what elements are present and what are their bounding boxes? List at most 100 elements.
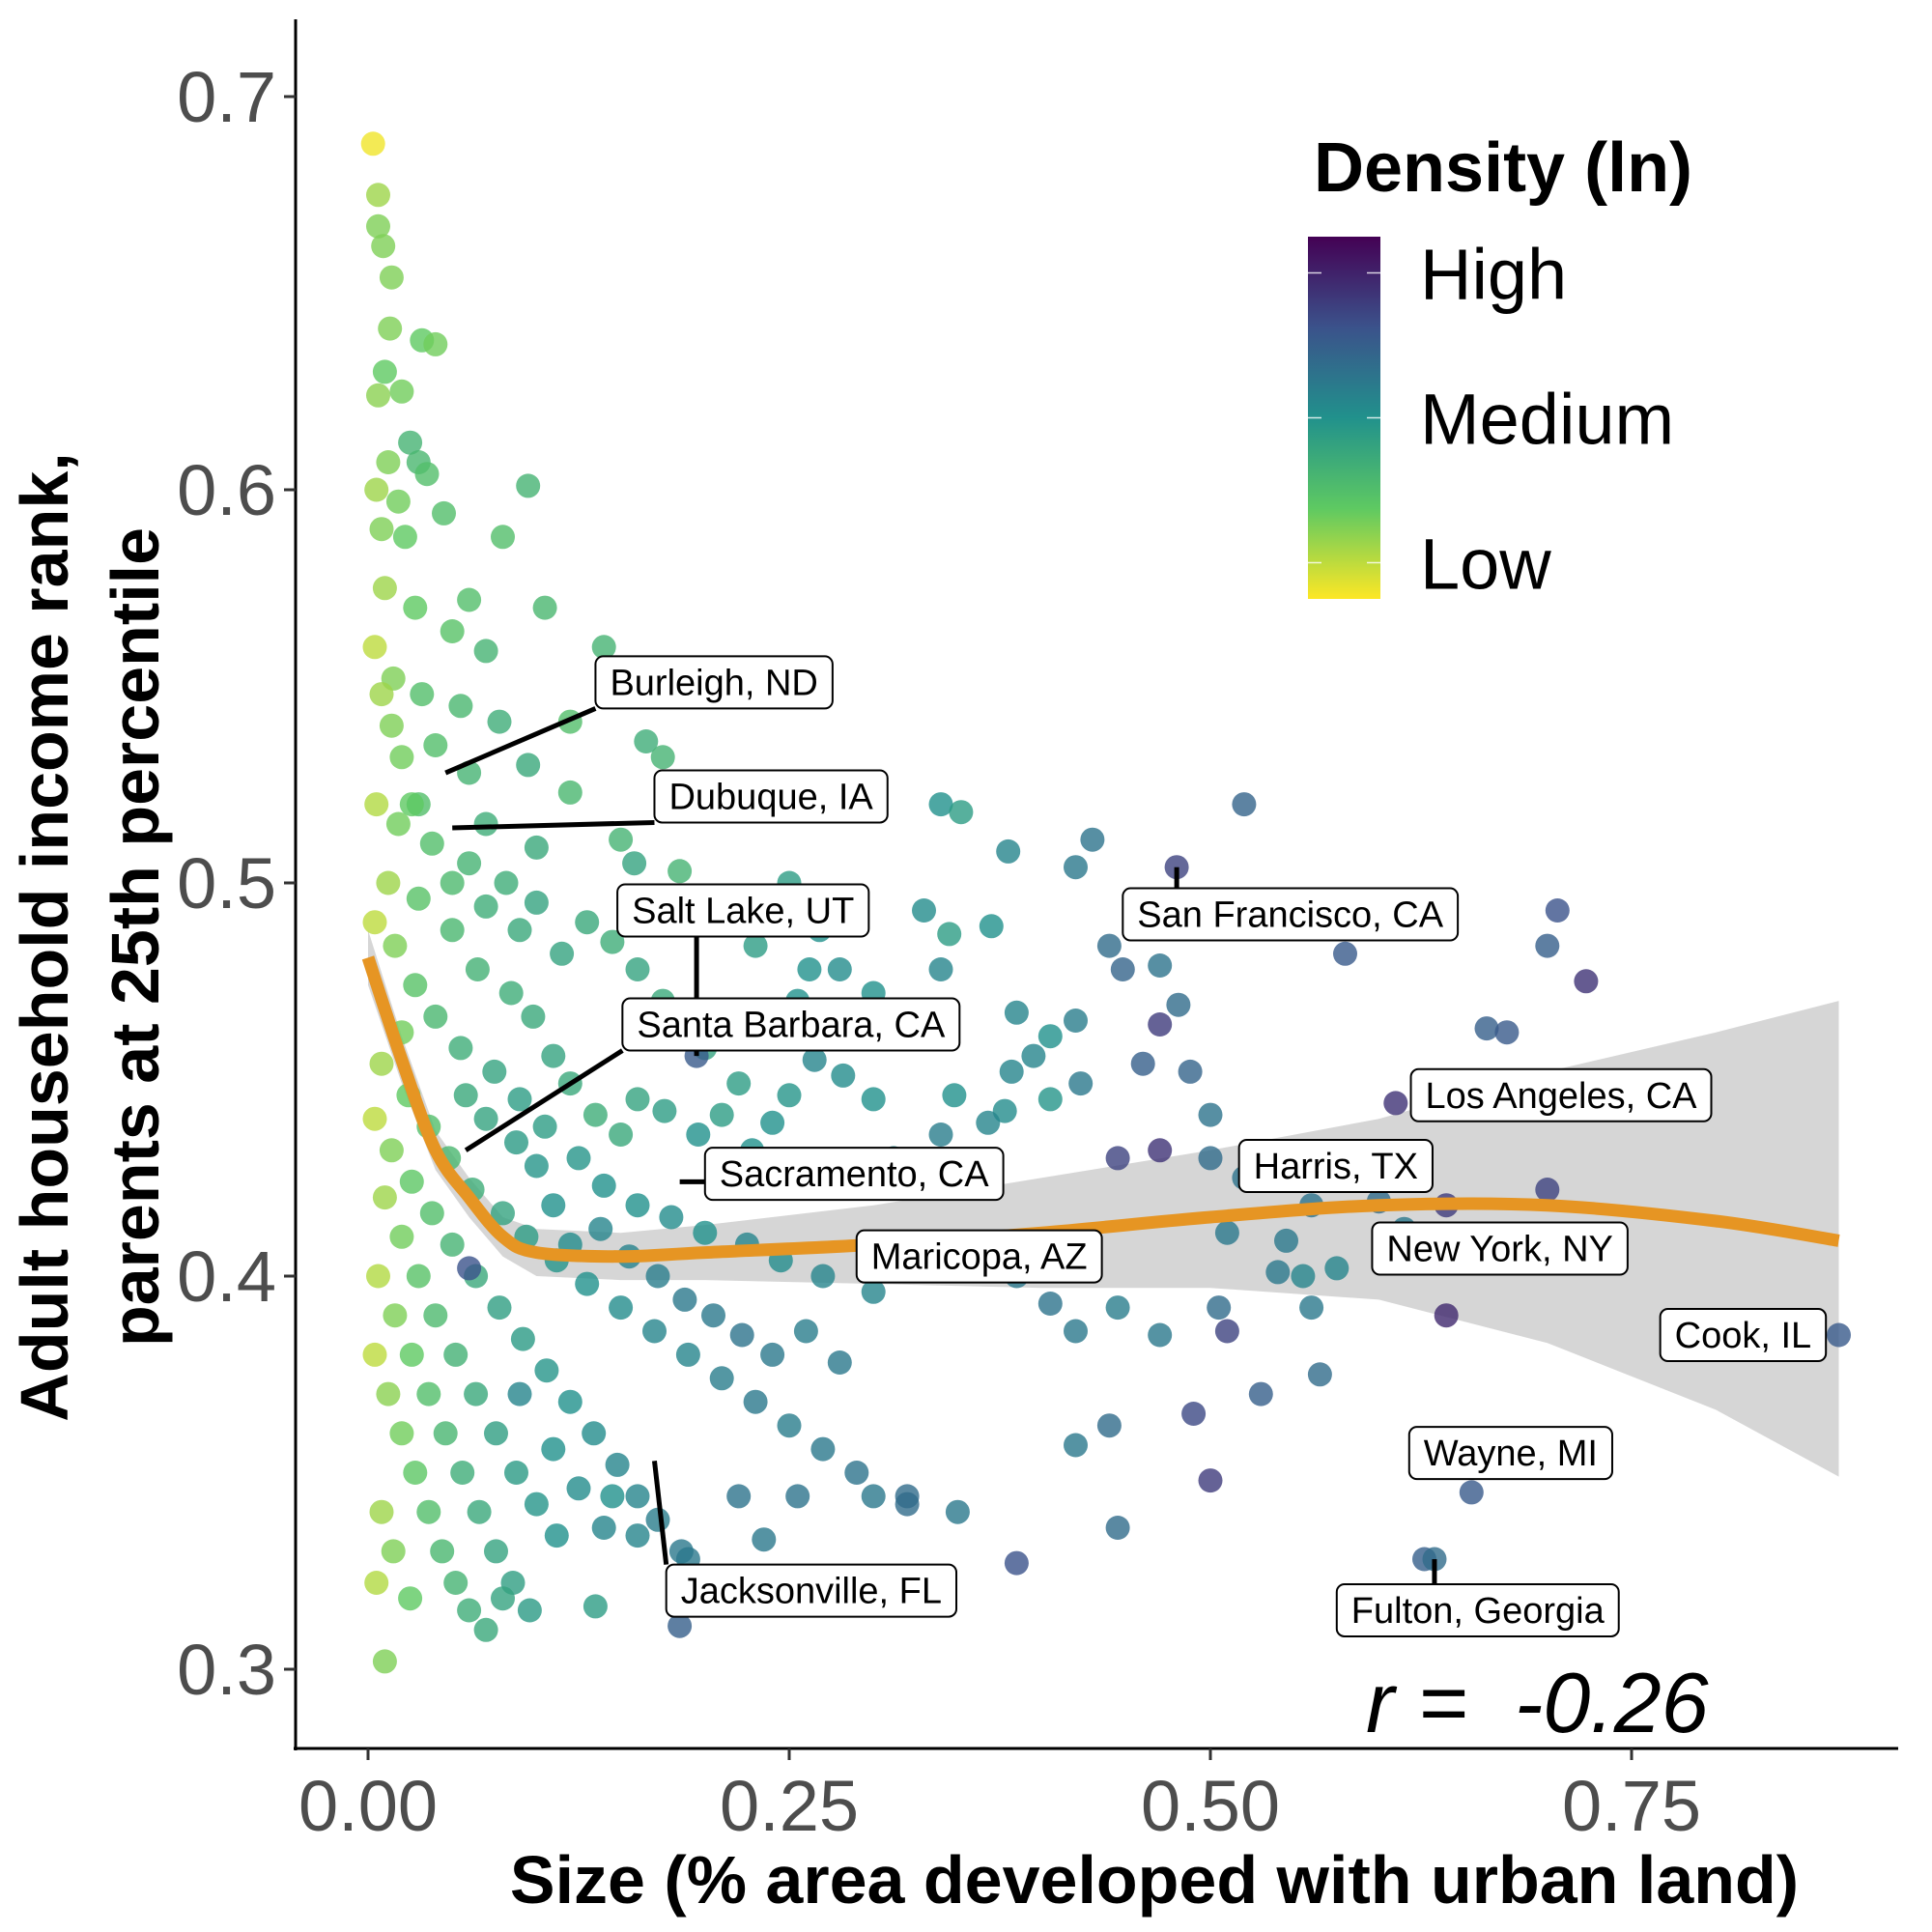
county-label-text: Burleigh, ND	[610, 663, 817, 703]
data-point	[406, 886, 431, 911]
x-tick-label: 0.25	[720, 1766, 859, 1846]
data-point	[668, 1613, 693, 1638]
data-point	[372, 359, 397, 384]
data-point	[912, 898, 936, 923]
data-point	[416, 1499, 441, 1524]
data-point	[1064, 1319, 1088, 1344]
data-point	[467, 1499, 492, 1524]
leader-line	[452, 819, 655, 831]
data-point	[419, 1201, 444, 1226]
data-point	[376, 450, 401, 474]
data-point	[785, 1484, 810, 1509]
data-point	[743, 933, 768, 958]
data-point	[1178, 1059, 1203, 1084]
legend-labels: Low Medium High	[1420, 235, 1674, 605]
data-point	[1037, 1087, 1063, 1112]
data-point	[364, 1571, 389, 1595]
data-point	[491, 1201, 515, 1226]
data-point	[473, 1617, 498, 1642]
data-point	[1474, 1016, 1499, 1041]
data-point	[362, 635, 387, 660]
data-point	[797, 957, 822, 981]
data-point	[709, 1102, 734, 1127]
county-label-box	[594, 655, 834, 710]
x-tick-label: 0.50	[1141, 1766, 1280, 1846]
data-point	[541, 1193, 566, 1218]
data-point	[1105, 1295, 1130, 1321]
leader-line	[651, 1461, 669, 1565]
data-point	[403, 595, 428, 620]
y-ticks: 0.3 0.4 0.5 0.6 0.7	[177, 57, 296, 1710]
data-point	[622, 851, 647, 876]
data-point	[1105, 1146, 1130, 1171]
data-point	[575, 1271, 600, 1296]
data-point	[1265, 1260, 1291, 1285]
data-point	[645, 1264, 670, 1289]
data-point	[1004, 1000, 1029, 1025]
data-point	[895, 1492, 920, 1517]
data-point	[389, 1421, 414, 1446]
data-point	[1148, 1012, 1173, 1037]
county-label-box	[1237, 1139, 1434, 1194]
data-point	[1214, 1319, 1239, 1344]
data-point	[544, 1523, 569, 1548]
data-point	[440, 870, 465, 895]
data-point	[609, 827, 634, 852]
y-tick-label: 0.6	[177, 450, 276, 530]
legend-title: Density (ln)	[1314, 129, 1692, 207]
data-point	[1535, 933, 1560, 958]
data-point	[625, 1484, 650, 1509]
data-point	[976, 1110, 1001, 1135]
data-point	[693, 1220, 718, 1245]
data-point	[376, 870, 401, 895]
data-point	[701, 1303, 725, 1328]
data-point	[383, 933, 408, 958]
data-point	[399, 1169, 424, 1194]
county-label-text: Cook, IL	[1675, 1316, 1812, 1356]
data-point	[473, 894, 498, 919]
legend: Density (ln) Low Medium High	[1308, 129, 1692, 605]
data-point	[448, 694, 473, 719]
county-label: San Francisco, CA	[1122, 887, 1460, 942]
data-point	[389, 745, 414, 770]
data-point	[524, 1492, 549, 1517]
data-point	[802, 1047, 827, 1072]
data-point	[557, 1389, 582, 1414]
data-point	[524, 835, 549, 860]
data-point	[440, 1232, 465, 1257]
data-point	[419, 831, 444, 856]
data-point	[709, 1366, 734, 1391]
data-point	[423, 733, 448, 757]
data-point	[600, 1484, 625, 1509]
data-point	[844, 1461, 869, 1485]
data-point	[491, 525, 515, 550]
data-point	[410, 682, 435, 707]
data-point	[659, 1205, 684, 1230]
data-point	[403, 1461, 428, 1485]
data-point	[433, 1421, 458, 1446]
data-point	[949, 800, 974, 825]
county-label-box	[1335, 1582, 1620, 1637]
data-point	[440, 918, 465, 943]
data-point	[1198, 1146, 1223, 1171]
county-label-box	[855, 1229, 1103, 1284]
data-point	[861, 1087, 886, 1112]
county-label: Santa Barbara, CA	[621, 997, 961, 1052]
data-point	[588, 1216, 613, 1241]
data-point	[672, 1287, 697, 1312]
data-point	[625, 1523, 650, 1548]
data-point	[507, 1381, 532, 1406]
county-label-box	[1407, 1426, 1613, 1481]
points-layer	[360, 131, 1851, 1674]
data-point	[366, 1264, 390, 1289]
data-point	[473, 1106, 498, 1131]
data-point	[1198, 1102, 1223, 1127]
data-point	[937, 922, 962, 947]
data-point	[379, 265, 404, 290]
data-point	[491, 1586, 515, 1611]
data-point	[541, 1436, 566, 1462]
data-point	[366, 383, 390, 408]
data-point	[453, 1083, 478, 1108]
data-point	[729, 1322, 754, 1348]
